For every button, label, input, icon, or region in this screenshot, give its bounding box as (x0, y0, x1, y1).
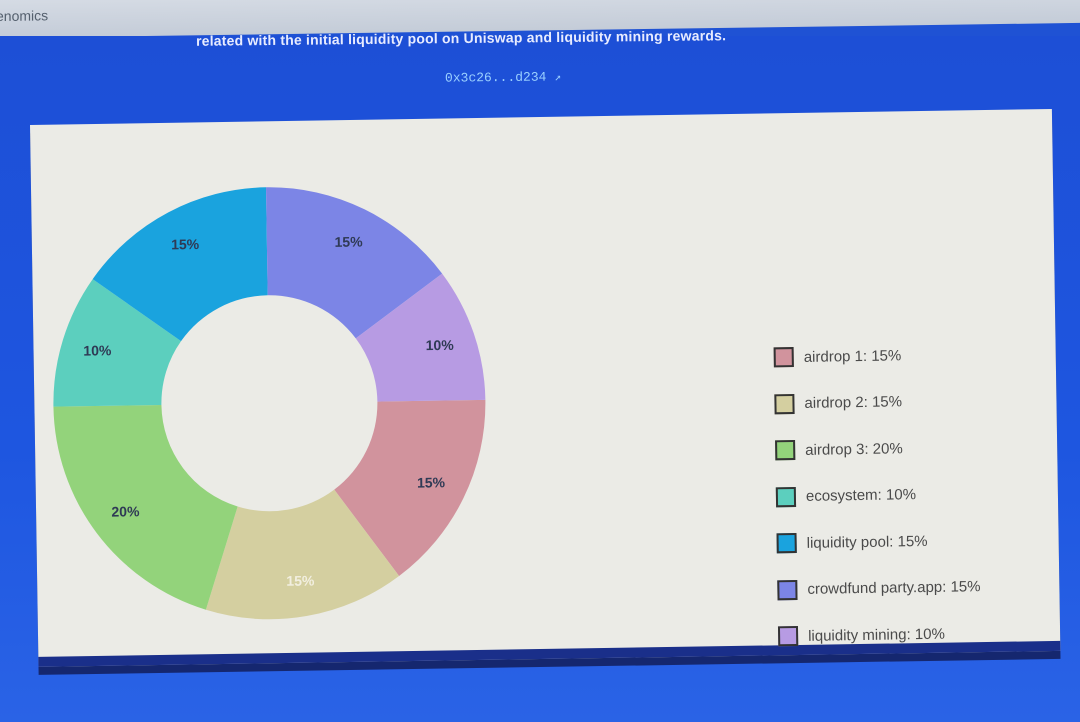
contract-address[interactable]: 0x3c26...d234 (444, 69, 547, 86)
donut-slice-liquidity-mining[interactable] (355, 273, 486, 402)
slice-value-label: 10% (83, 342, 112, 358)
legend-item[interactable]: airdrop 1: 15% (773, 342, 978, 369)
slice-value-label: 15% (171, 236, 200, 252)
legend-swatch[interactable] (774, 393, 795, 414)
donut-slice-liquidity-pool[interactable] (91, 187, 268, 342)
chart-legend: airdrop 1: 15% airdrop 2: 15% airdrop 3: 2… (773, 342, 982, 671)
legend-label: airdrop 2: 15% (804, 393, 903, 412)
external-link-icon[interactable]: ↗ (554, 72, 562, 85)
slice-value-label: 20% (111, 503, 140, 519)
legend-label: liquidity mining: 10% (807, 625, 945, 645)
page-title-fragment: enomics (0, 7, 49, 25)
legend-label: crowdfund party.app: 15% (807, 578, 981, 598)
legend-label: airdrop 1: 15% (803, 346, 902, 366)
legend-item[interactable]: liquidity pool: 15% (776, 528, 980, 555)
legend-swatch[interactable] (777, 579, 798, 600)
legend-swatch[interactable] (775, 440, 796, 461)
donut-slice-ecosystem[interactable] (51, 278, 182, 407)
chart-card: 15% 15% 20% 10% 15% 15% 10% airdrop 1: 15% aird… (30, 108, 1061, 667)
donut-slice-airdrop-1[interactable] (333, 399, 488, 577)
donut-slice-crowdfund-party-app[interactable] (266, 185, 443, 340)
donut-slice-airdrop-2[interactable] (204, 489, 400, 621)
legend-item[interactable]: ecosystem: 10% (775, 482, 980, 509)
legend-swatch[interactable] (773, 347, 794, 368)
slice-value-label: 15% (286, 572, 315, 588)
slice-value-label: 15% (334, 233, 363, 249)
legend-label: airdrop 3: 20% (805, 439, 903, 459)
legend-item[interactable]: liquidity mining: 10% (777, 621, 982, 648)
legend-label: liquidity pool: 15% (806, 532, 928, 552)
legend-swatch[interactable] (777, 625, 799, 647)
legend-item[interactable]: crowdfund party.app: 15% (777, 575, 981, 602)
legend-item[interactable]: airdrop 2: 15% (774, 389, 978, 416)
legend-swatch[interactable] (775, 486, 797, 507)
legend-item[interactable]: airdrop 3: 20% (775, 435, 979, 462)
legend-swatch[interactable] (776, 533, 797, 554)
contract-address-link[interactable]: 0x3c26...d234 ↗ (444, 69, 562, 86)
slice-value-label: 15% (417, 474, 446, 490)
donut-chart: 15% 15% 20% 10% 15% 15% 10% (51, 185, 488, 621)
slice-value-label: 10% (426, 337, 455, 353)
legend-label: ecosystem: 10% (805, 486, 917, 505)
donut-slice-airdrop-3[interactable] (53, 404, 239, 612)
